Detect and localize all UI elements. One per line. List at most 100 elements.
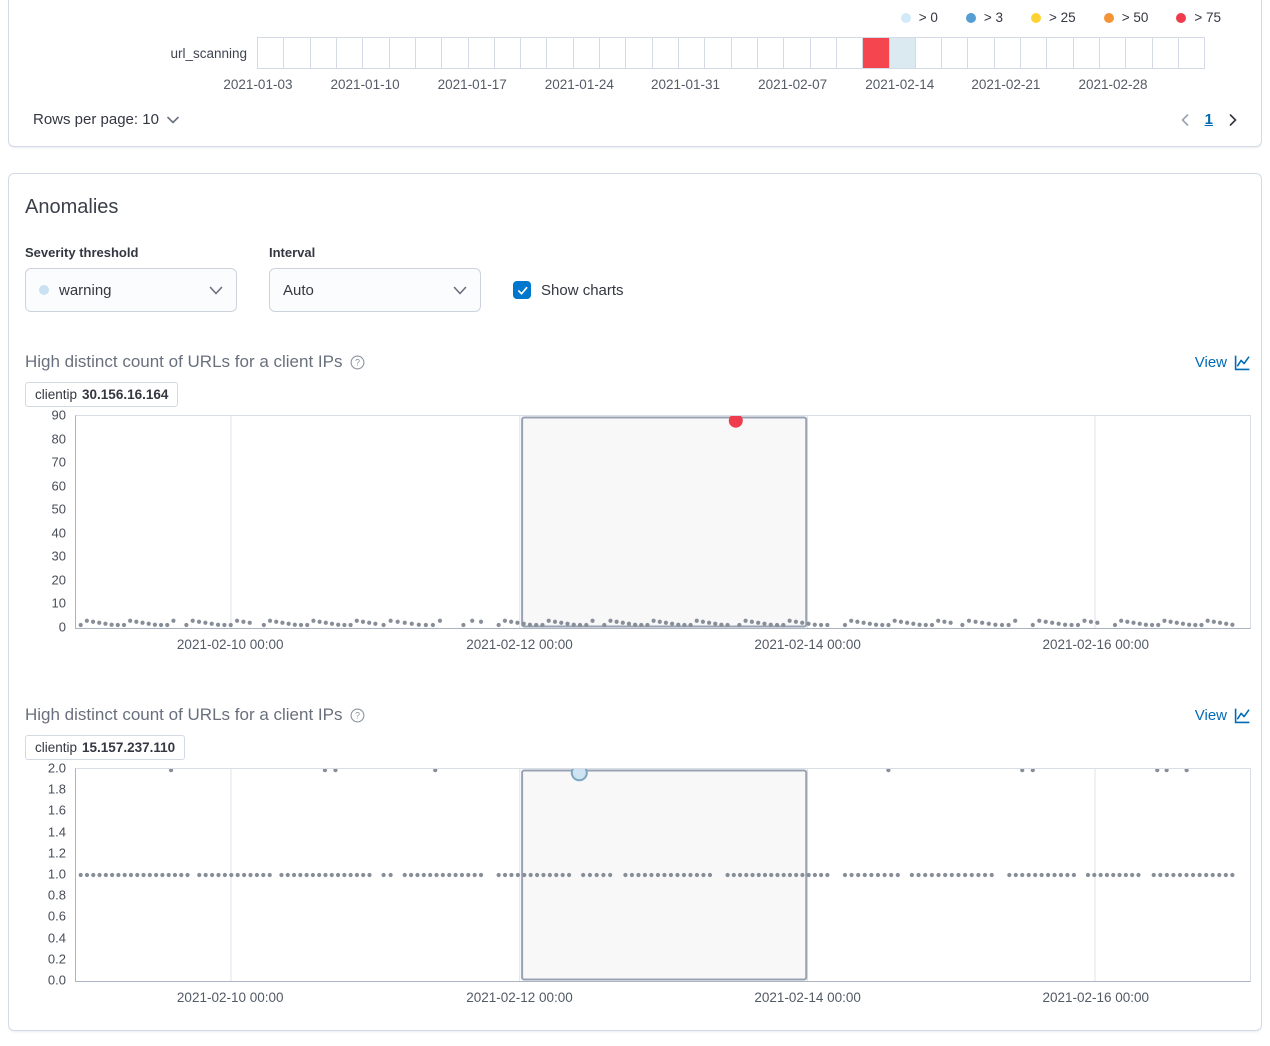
swimlane-cell[interactable]: [495, 38, 522, 68]
chart-title-text: High distinct count of URLs for a client…: [25, 352, 343, 371]
y-axis-tick-label: 0.8: [47, 887, 66, 903]
swimlane-cell[interactable]: [574, 38, 601, 68]
anomaly-marker-warning[interactable]: [570, 769, 588, 782]
chart-dot: [554, 872, 559, 878]
anomaly-chart: 90 80 70 60 50 40 30 20 10 0: [25, 408, 1251, 635]
swimlane-cell[interactable]: [837, 38, 864, 68]
severity-legend-item: > 0: [900, 10, 938, 25]
chart-dot: [292, 622, 297, 627]
chart-dot: [633, 622, 638, 627]
chart-dot: [430, 622, 435, 628]
swimlane-cell[interactable]: [942, 38, 969, 68]
swimlane-cell[interactable]: [390, 38, 416, 68]
swimlane-cell-critical[interactable]: [863, 38, 890, 68]
swimlane-cell[interactable]: [758, 38, 785, 68]
chart-dot: [1026, 872, 1031, 878]
swimlane-cell[interactable]: [968, 38, 995, 68]
anomaly-chart-plot[interactable]: [75, 415, 1251, 629]
swimlane-cell[interactable]: [626, 38, 653, 68]
swimlane-cell[interactable]: [679, 38, 706, 68]
chart-dot: [203, 620, 208, 625]
time-selection-brush[interactable]: [521, 416, 808, 628]
chart-dot: [725, 622, 730, 628]
swimlane-cell[interactable]: [284, 38, 311, 68]
severity-legend-label: > 0: [918, 10, 938, 25]
swimlane-cell-selected[interactable]: [889, 38, 916, 68]
x-axis-tick-label: 2021-02-10 00:00: [176, 990, 284, 1005]
chart-dot: [305, 622, 310, 628]
swimlane-cell[interactable]: [337, 38, 364, 68]
swimlane-cell[interactable]: [416, 38, 443, 68]
anomaly-marker-critical[interactable]: [728, 416, 743, 428]
pagination-prev-button[interactable]: [1175, 110, 1195, 130]
pagination-next-button[interactable]: [1223, 110, 1243, 130]
chart-dot: [141, 872, 146, 878]
chart-dot: [812, 872, 817, 878]
swimlane-cell[interactable]: [311, 38, 337, 68]
chart-dot: [768, 622, 773, 627]
swimlane-cell[interactable]: [1153, 38, 1179, 68]
chart-dot: [522, 872, 527, 878]
swimlane-cell[interactable]: [995, 38, 1022, 68]
swimlane-lane[interactable]: [257, 37, 1205, 69]
chart-dot: [1013, 618, 1018, 623]
swimlane-cell[interactable]: [1047, 38, 1074, 68]
rows-per-page-button[interactable]: Rows per page: 10: [25, 107, 187, 132]
swimlane-cell[interactable]: [811, 38, 837, 68]
chart-dot: [806, 621, 811, 626]
chart-dot: [581, 872, 586, 878]
chart-dot: [335, 872, 341, 878]
chart-dot: [806, 872, 811, 878]
chart-dot: [976, 872, 981, 878]
swimlane-cell[interactable]: [1100, 38, 1127, 68]
swimlane-cell[interactable]: [1074, 38, 1100, 68]
chart-dot: [323, 872, 328, 878]
view-link[interactable]: View: [1195, 707, 1251, 724]
chart-dot: [1075, 622, 1081, 628]
pagination-page-1[interactable]: 1: [1197, 107, 1221, 132]
swimlane-cell[interactable]: [469, 38, 495, 68]
chart-canvas: [78, 416, 1235, 628]
swimlane-cell[interactable]: [1021, 38, 1048, 68]
view-link[interactable]: View: [1195, 354, 1251, 371]
question-in-circle-icon[interactable]: ?: [350, 355, 365, 370]
severity-dot-icon: [1176, 12, 1187, 23]
chart-dot: [459, 872, 465, 878]
chart-dot: [1217, 620, 1223, 625]
swimlane-cell[interactable]: [363, 38, 390, 68]
chart-dot: [367, 620, 372, 625]
chart-dot: [222, 622, 227, 628]
chart-dot: [311, 618, 316, 623]
swimlane-cell[interactable]: [1126, 38, 1153, 68]
chart-dot: [342, 872, 347, 878]
swimlane-cell[interactable]: [784, 38, 811, 68]
swimlane-cell[interactable]: [705, 38, 732, 68]
swimlane-cell[interactable]: [916, 38, 943, 68]
swimlane-cell[interactable]: [442, 38, 469, 68]
chart-dot: [274, 619, 279, 624]
show-charts-checkbox[interactable]: [513, 281, 531, 299]
swimlane-cell[interactable]: [547, 38, 574, 68]
chart-dot: [215, 622, 221, 627]
swimlane-cell[interactable]: [1179, 38, 1204, 68]
chart-dot: [663, 620, 669, 625]
severity-threshold-select[interactable]: warning: [25, 268, 237, 312]
swimlane-cell[interactable]: [600, 38, 627, 68]
chart-dot: [787, 618, 792, 623]
swimlane-cell[interactable]: [258, 38, 285, 68]
chart-dot: [373, 621, 378, 626]
chart-dot: [509, 619, 514, 624]
chart-dot: [433, 769, 438, 773]
chart-dot: [408, 872, 414, 878]
anomaly-chart-plot[interactable]: [75, 768, 1251, 982]
interval-select[interactable]: Auto: [269, 268, 481, 312]
chart-dot: [794, 872, 799, 878]
clientip-badge: clientip 15.157.237.110: [25, 735, 186, 760]
chart-dot: [657, 619, 662, 624]
question-in-circle-icon[interactable]: ?: [350, 708, 365, 723]
swimlane-cell[interactable]: [653, 38, 679, 68]
chart-dot: [1007, 872, 1012, 878]
swimlane-cell[interactable]: [521, 38, 548, 68]
swimlane-cell[interactable]: [732, 38, 758, 68]
chart-dot: [1151, 872, 1156, 878]
